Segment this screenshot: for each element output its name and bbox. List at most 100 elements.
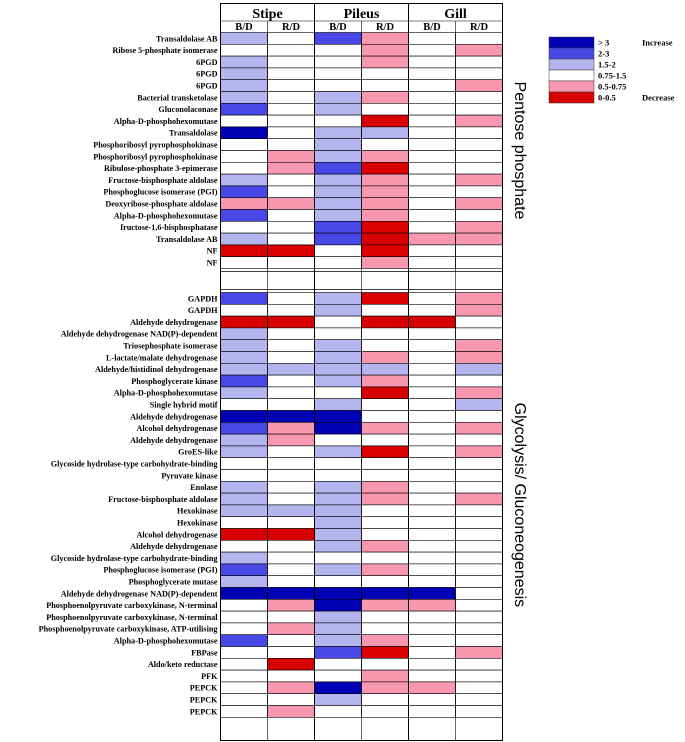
heatmap-cell	[455, 221, 503, 234]
row-label: Fructose-bisphosphate aldolase	[108, 495, 218, 504]
heatmap-cell	[314, 563, 362, 577]
heatmap-cell	[314, 575, 362, 588]
heatmap-cell	[267, 173, 315, 187]
heatmap-cell	[455, 351, 503, 364]
heatmap-cell	[408, 43, 456, 57]
heatmap-cell	[455, 504, 503, 517]
heatmap-cell	[314, 539, 362, 553]
legend-label: 2-3	[598, 49, 609, 59]
heatmap-cell	[220, 551, 268, 565]
heatmap-cell	[361, 91, 409, 104]
heatmap-cell	[408, 528, 456, 541]
heatmap-cell	[455, 528, 503, 541]
subcolumn-header: B/D	[235, 22, 253, 33]
heatmap-cell	[314, 126, 362, 140]
legend-label: 0-0.5	[598, 93, 616, 103]
heatmap-cell	[408, 492, 456, 506]
heatmap-cell	[314, 410, 362, 423]
heatmap-cell	[314, 398, 362, 411]
row-label: Glycoside hydrolase-type carbohydrate-bi…	[51, 460, 219, 469]
heatmap-cell	[361, 693, 409, 706]
heatmap-cell	[408, 67, 456, 81]
heatmap-cell	[361, 634, 409, 647]
heatmap-cell	[455, 657, 503, 671]
heatmap-cell	[361, 516, 409, 529]
heatmap-cell	[314, 303, 362, 317]
heatmap-cell	[314, 469, 362, 482]
row-label: 6PGD	[196, 70, 217, 79]
heatmap-cell	[455, 138, 503, 151]
heatmap-cell	[455, 185, 503, 198]
row-label: Deoxyribose-phosphate aldolase	[105, 200, 217, 209]
heatmap-cell	[220, 244, 268, 257]
row-label: NF	[207, 247, 218, 256]
heatmap-cell	[220, 103, 268, 116]
heatmap-cell	[361, 197, 409, 210]
heatmap-cell	[361, 457, 409, 470]
heatmap-cell	[361, 185, 409, 198]
heatmap-cell	[314, 528, 362, 541]
heatmap-cell	[314, 646, 362, 659]
heatmap-cell	[267, 669, 315, 683]
legend-decrease-note: Decrease	[642, 93, 675, 103]
heatmap-cell	[220, 232, 268, 246]
heatmap-cell	[455, 79, 503, 92]
row-label: PEPCK	[190, 707, 218, 716]
heatmap-cell	[220, 303, 268, 317]
heatmap-cell	[267, 67, 315, 81]
heatmap-cell	[314, 622, 362, 636]
heatmap-cell	[314, 351, 362, 364]
legend-swatch	[548, 58, 595, 71]
heatmap-cell	[408, 575, 456, 588]
heatmap-cell	[267, 43, 315, 57]
heatmap-cell	[267, 421, 315, 435]
heatmap-cell	[455, 669, 503, 683]
heatmap-cell	[314, 197, 362, 210]
heatmap-cell	[220, 693, 268, 706]
legend-label: 0.75-1.5	[598, 71, 626, 81]
heatmap-cell	[267, 221, 315, 234]
heatmap-cell	[220, 421, 268, 435]
heatmap-cell	[408, 610, 456, 624]
row-label: Hexokinase	[177, 507, 218, 516]
heatmap-cell	[361, 563, 409, 577]
heatmap-cell	[220, 516, 268, 529]
row-label: fructose-1,6-bisphosphatase	[120, 223, 217, 232]
heatmap-cell	[314, 669, 362, 683]
heatmap-cell	[408, 646, 456, 659]
heatmap-cell	[314, 315, 362, 329]
heatmap-cell	[267, 480, 315, 494]
heatmap-cell	[408, 173, 456, 187]
row-label: Phosphoenolpyruvate carboxykinase, N-ter…	[46, 613, 218, 622]
heatmap-cell	[361, 138, 409, 151]
heatmap-cell	[455, 480, 503, 494]
heatmap-cell	[314, 67, 362, 81]
heatmap-cell	[267, 657, 315, 671]
heatmap-cell	[314, 445, 362, 458]
heatmap-cell	[267, 150, 315, 163]
heatmap-cell	[220, 610, 268, 624]
heatmap-cell	[267, 634, 315, 647]
heatmap-cell	[267, 303, 315, 317]
row-label: Ribose 5-phosphate isomerase	[112, 46, 217, 55]
row-label: Aldo/keto reductase	[148, 660, 218, 669]
heatmap-cell	[455, 244, 503, 257]
heatmap-cell	[220, 528, 268, 541]
heatmap-cell	[455, 445, 503, 458]
heatmap-cell	[220, 43, 268, 57]
heatmap-cell	[314, 457, 362, 470]
heatmap-cell	[408, 339, 456, 352]
row-label: Triosephosphate isomerase	[123, 342, 218, 351]
heatmap-cell	[267, 126, 315, 140]
heatmap-cell	[408, 197, 456, 210]
heatmap-cell	[267, 575, 315, 588]
heatmap-cell	[314, 185, 362, 198]
heatmap-cell	[314, 32, 362, 45]
row-label: Aldehyde/histidinol dehydrogenase	[95, 365, 218, 374]
heatmap-cell	[455, 67, 503, 81]
row-label: Aldehyde dehydrogenase	[130, 318, 218, 327]
heatmap-cell	[267, 55, 315, 69]
heatmap-cell	[314, 209, 362, 222]
heatmap-cell	[455, 315, 503, 329]
heatmap-cell	[408, 398, 456, 411]
